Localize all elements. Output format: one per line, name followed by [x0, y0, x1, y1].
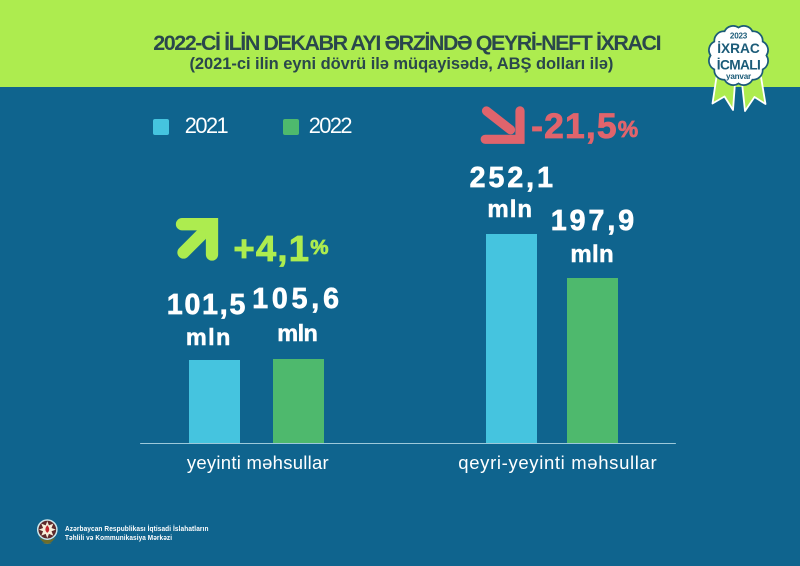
svg-text:İCMALI: İCMALI: [717, 57, 760, 72]
svg-text:yanvar: yanvar: [726, 72, 752, 81]
svg-text:İXRAC: İXRAC: [717, 41, 760, 56]
svg-text:2023: 2023: [730, 32, 748, 41]
